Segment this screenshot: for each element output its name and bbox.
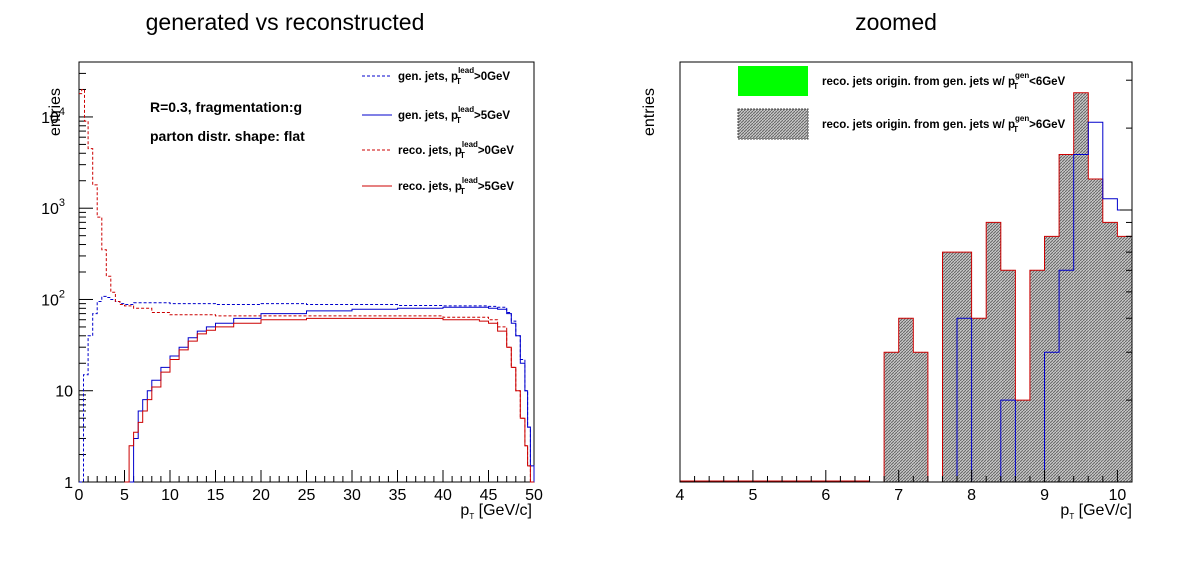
- left-x-tick-label: 45: [480, 487, 498, 504]
- annotation-jet-params: R=0.3, fragmentation:g: [150, 99, 302, 115]
- left-x-tick-label: 20: [252, 487, 270, 504]
- left-x-tick-label: 10: [161, 487, 179, 504]
- right-legend-swatch-1: [738, 66, 808, 96]
- left-x-ticks: 0 5 10 15 20 25 30 35 40 45 50: [75, 470, 543, 504]
- annotation-parton-shape: parton distr. shape: flat: [150, 128, 305, 144]
- left-x-tick-label: 30: [343, 487, 361, 504]
- left-panel: generated vs reconstructed 0 5 10 15 20 25 30 3…: [41, 9, 543, 521]
- right-x-ticks: 4 5 6 7 8 9 10: [676, 470, 1133, 504]
- left-series-line-2: [129, 306, 535, 483]
- right-chart-title: zoomed: [855, 9, 937, 35]
- right-x-tick-label: 9: [1040, 487, 1049, 504]
- right-legend-label-2: reco. jets origin. from gen. jets w/ pge…: [822, 114, 1066, 134]
- legend-label-3: reco. jets, plead T >0GeV: [398, 140, 514, 160]
- reco-bar: [942, 252, 958, 482]
- left-plot-frame: [78, 61, 535, 483]
- left-series-line-1: [79, 295, 535, 483]
- left-x-tick-label: 35: [389, 487, 407, 504]
- right-panel: zoomed 4 5 6 7 8 9 10 entries pT [GeV/c] reco.…: [641, 9, 1133, 521]
- left-x-tick-label: 25: [298, 487, 316, 504]
- reco-bar: [1088, 178, 1103, 482]
- right-x-tick-label: 10: [1109, 487, 1127, 504]
- reco-bar: [1102, 222, 1118, 483]
- right-x-tick-label: 8: [967, 487, 976, 504]
- right-x-tick-label: 5: [748, 487, 757, 504]
- reco-bar: [1000, 270, 1016, 482]
- right-legend-label-1: reco. jets origin. from gen. jets w/ pge…: [822, 71, 1066, 91]
- left-x-tick-label: 40: [434, 487, 452, 504]
- left-y-tick-label: 102: [41, 288, 65, 309]
- left-x-tick-label: 0: [75, 487, 84, 504]
- right-legend: reco. jets origin. from gen. jets w/ pge…: [737, 66, 1066, 140]
- left-series-line-4: [124, 317, 534, 483]
- right-histogram-group: [680, 92, 1133, 483]
- right-x-tick-label: 4: [676, 487, 685, 504]
- reco-bar: [898, 318, 914, 482]
- reco-bar: [1015, 400, 1030, 482]
- legend-label-1: gen. jets, plead T >0GeV: [398, 66, 510, 86]
- right-y-ticks: [1120, 79, 1132, 401]
- left-chart-title: generated vs reconstructed: [146, 9, 425, 35]
- right-x-tick-label: 6: [821, 487, 830, 504]
- left-y-tick-label: 103: [41, 197, 65, 218]
- reco-bar: [986, 222, 1001, 483]
- right-plot-frame: [679, 61, 1133, 483]
- right-legend-swatch-2: [737, 108, 809, 140]
- right-x-axis-label: pT [GeV/c]: [1060, 502, 1132, 521]
- left-y-tick-label: 1: [64, 475, 73, 492]
- reco-bar: [884, 352, 899, 482]
- reco-bar: [1059, 154, 1074, 482]
- reco-bar: [1117, 236, 1132, 482]
- reco-bar: [1044, 236, 1060, 482]
- reco-bar: [957, 252, 972, 482]
- left-legend: gen. jets, plead T >0GeV gen. jets, plead T >…: [362, 66, 514, 196]
- reco-bar: [1029, 270, 1045, 482]
- left-x-tick-label: 50: [525, 487, 543, 504]
- left-y-tick-label: 104: [41, 106, 65, 127]
- legend-label-2: gen. jets, plead T >5GeV: [398, 105, 510, 125]
- left-y-ticks: 1 10 102 103 104: [41, 61, 93, 492]
- left-x-axis-label: pT [GeV/c]: [460, 502, 532, 521]
- right-x-tick-label: 7: [894, 487, 903, 504]
- reco-bar: [1073, 92, 1089, 482]
- left-y-axis-label: entries: [47, 88, 64, 136]
- left-y-tick-label: 10: [55, 384, 73, 401]
- left-x-tick-label: 5: [120, 487, 129, 504]
- legend-label-4: reco. jets, plead T >5GeV: [398, 176, 514, 196]
- left-x-tick-label: 15: [207, 487, 225, 504]
- left-series-group: [79, 89, 535, 483]
- left-series-line-3: [79, 89, 534, 483]
- reco-bar: [913, 352, 928, 482]
- reco-bar: [971, 318, 987, 482]
- right-y-axis-label: entries: [641, 88, 658, 136]
